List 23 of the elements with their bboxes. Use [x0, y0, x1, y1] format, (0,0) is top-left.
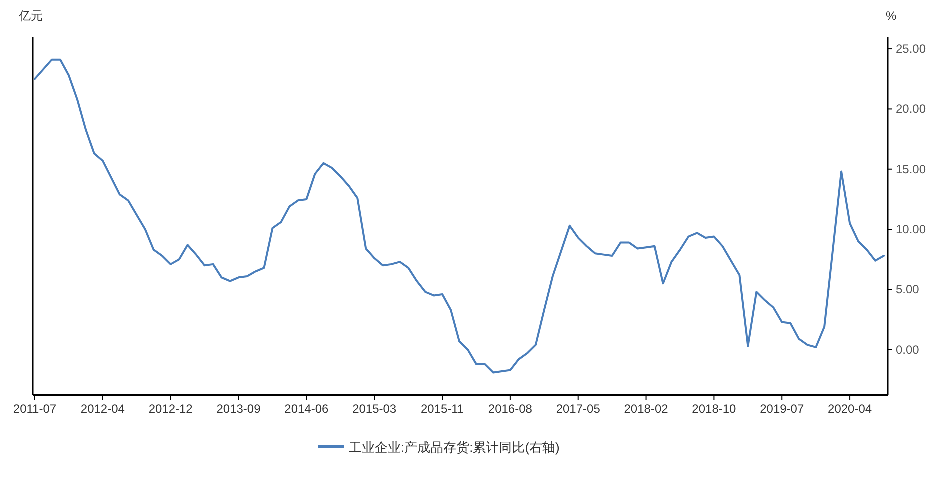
y2-tick-label: 10.00 — [896, 222, 926, 237]
x-tick-label: 2017-05 — [556, 402, 601, 416]
y-axis-title: 亿元 — [18, 9, 43, 23]
x-tick-label: 2013-09 — [216, 402, 262, 416]
y2-tick-label: 25.00 — [896, 42, 926, 56]
x-tick-label: 2015-11 — [420, 402, 464, 416]
y2-axis-title: % — [886, 9, 897, 23]
x-tick-label: 2012-04 — [80, 402, 126, 416]
x-tick-label: 2014-06 — [284, 402, 330, 416]
x-tick-label: 2016-08 — [488, 402, 533, 416]
y2-tick-label: 5.00 — [896, 282, 920, 297]
legend-label: 工业企业:产成品存货:累计同比(右轴) — [349, 440, 560, 455]
y2-tick-label: 15.00 — [896, 162, 926, 176]
x-tick-label: 2020-04 — [828, 402, 872, 416]
x-tick-label: 2011-07 — [13, 402, 57, 416]
line-series — [34, 58, 885, 374]
x-tick-label: 2018-02 — [624, 402, 669, 416]
x-tick-label: 2015-03 — [352, 402, 397, 416]
y2-tick-label: 20.00 — [896, 102, 926, 116]
x-tick-label: 2019-07 — [760, 402, 804, 416]
x-tick-label: 2012-12 — [148, 402, 194, 416]
y2-tick-label: 0.00 — [896, 342, 920, 357]
x-tick-label: 2018-10 — [692, 402, 737, 416]
